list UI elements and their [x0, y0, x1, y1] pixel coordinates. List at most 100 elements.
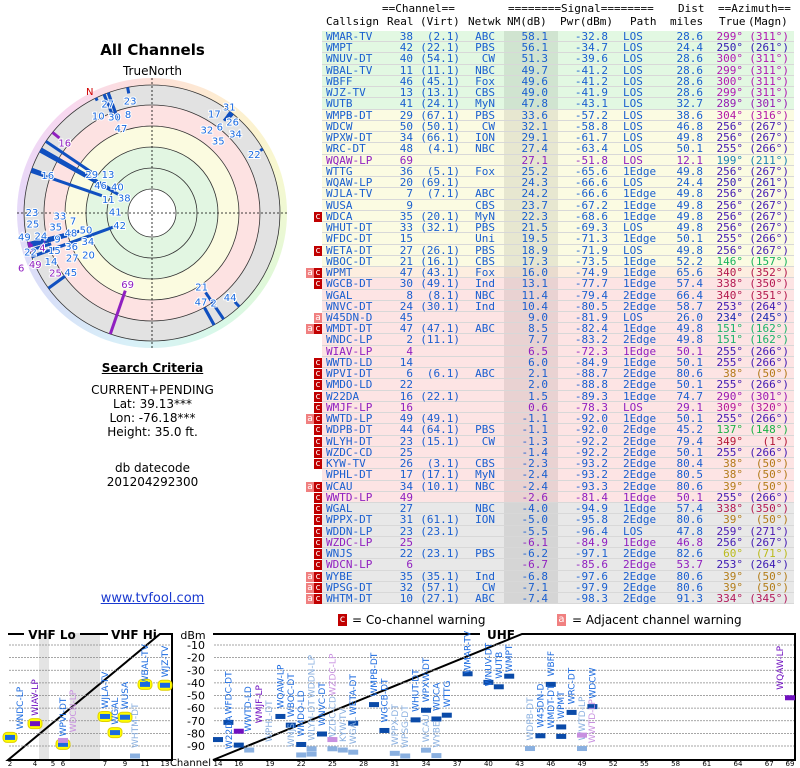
- table-row[interactable]: WQAW-LP 20 (69.1) 24.3 -66.6 LOS 24.4 250° (261°…: [322, 176, 794, 190]
- table-row[interactable]: c WGCB-DT 30 (49.1) Ind 13.1 -77.7 1Edge 57.4 338…: [314, 278, 794, 290]
- table-row[interactable]: a c WYBE 35 (35.1) Ind -6.8 -97.6 2Edge 80.6 39° (5…: [306, 569, 794, 583]
- table-row[interactable]: c W22DA 16 (22.1) 1.5 -89.3 1Edge 74.7 290° (301°…: [314, 389, 794, 403]
- cell-nm: 19.5: [521, 232, 549, 246]
- cell-nm: 27.4: [521, 142, 549, 156]
- station-spoke: [27, 234, 62, 246]
- cell-real: 23: [399, 434, 413, 448]
- adjacent-channel-warning-badge: a: [314, 313, 322, 323]
- table-row[interactable]: WIAV-LP 4 6.5 -72.3 1Edge 50.1 255° (266°): [322, 346, 794, 357]
- table-row[interactable]: WJLA-TV 7 (7.1) ABC 24.2 -66.6 1Edge 49.8 256° (2…: [322, 187, 794, 201]
- cell-call: WWTD-LD: [326, 355, 373, 369]
- table-row[interactable]: WMAR-TV 38 (2.1) ABC 58.1 -32.8 LOS 28.6 299° (31…: [322, 31, 794, 43]
- table-row[interactable]: a c WPMT 47 (43.1) Fox 16.0 -74.9 1Edge 65.6 340° (…: [306, 266, 794, 280]
- table-row[interactable]: a W45DN-D 45 9.0 -81.9 LOS 26.0 234° (245°): [314, 312, 794, 324]
- co-channel-warning-badge: c: [314, 268, 322, 279]
- tvfool-link[interactable]: www.tvfool.com: [100, 591, 205, 606]
- cell-nm: 10.4: [521, 299, 549, 313]
- cell-virt: (23.1): [420, 524, 460, 538]
- table-row[interactable]: c WZDC-CD 25 -1.4 -92.2 2Edge 50.1 255° (266°): [314, 447, 794, 459]
- table-row[interactable]: c KYW-TV 26 (3.1) CBS -2.3 -93.2 2Edge 80.4 38° (5…: [314, 458, 794, 470]
- table-row[interactable]: c WPVI-DT 6 (6.1) ABC 2.1 -88.7 2Edge 80.6 38° (50…: [314, 367, 794, 381]
- spoke-channel-label: 46: [94, 181, 107, 192]
- cell-virt: (11.1): [420, 63, 460, 77]
- table-row[interactable]: c WNJS 22 (23.1) PBS -6.2 -97.1 2Edge 82.6 60° (71…: [314, 548, 794, 560]
- table-row[interactable]: WUTB 41 (24.1) MyN 47.8 -43.1 LOS 32.7 289° (301°…: [322, 98, 794, 110]
- table-row[interactable]: c WMJF-LP 16 0.6 -78.3 LOS 29.1 309° (320°): [314, 400, 794, 414]
- table-row[interactable]: WBFF 46 (45.1) Fox 49.6 -41.2 LOS 28.6 300° (311°…: [322, 75, 794, 88]
- table-row[interactable]: c WWTD-LD 14 6.0 -84.9 1Edge 50.1 255° (266°): [314, 355, 794, 369]
- table-row[interactable]: WUSA 9 CBS 23.7 -67.2 1Edge 49.8 256° (267°): [322, 198, 794, 212]
- cell-mag: (266°): [749, 344, 789, 358]
- table-row[interactable]: a c WPSG-DT 32 (57.1) CW -7.1 -97.9 2Edge 80.6 39°…: [306, 582, 794, 593]
- cell-dist: 29.1: [676, 400, 704, 414]
- table-row[interactable]: a c WWTD-LP 49 (49.1) -1.1 -92.0 1Edge 50.1 255° (…: [306, 413, 794, 425]
- cell-real: 25: [399, 535, 413, 549]
- cell-call: WTTG: [326, 164, 353, 178]
- station-marker-label: WJLA-TV: [101, 671, 111, 709]
- table-row[interactable]: WNUV-DT 40 (54.1) CW 51.3 -39.6 LOS 28.6 300° (31…: [322, 52, 794, 66]
- table-row[interactable]: WFDC-DT 15 Uni 19.5 -71.3 1Edge 50.1 255° (266°): [322, 232, 794, 246]
- cell-real: 23: [399, 524, 413, 538]
- table-row[interactable]: WPXW-DT 34 (66.1) ION 29.1 -61.7 LOS 49.8 256° (2…: [322, 132, 794, 144]
- cell-mag: (266°): [749, 355, 789, 369]
- channel-tick-label: 40: [484, 760, 493, 768]
- cell-net: ABC: [475, 592, 495, 605]
- table-row[interactable]: c WGAL 27 NBC -4.0 -94.9 1Edge 57.4 338° (350°): [314, 503, 794, 515]
- cell-dist: 24.4: [676, 176, 704, 190]
- table-row[interactable]: c WETA-DT 27 (26.1) PBS 18.9 -71.9 LOS 49.8 256° (…: [314, 244, 794, 256]
- table-row[interactable]: WNVC-DT 24 (30.1) Ind 10.4 -80.5 2Edge 58.7 253°…: [322, 301, 794, 312]
- table-row[interactable]: c WZDC-LP 25 -6.1 -84.9 1Edge 46.8 256° (267°): [314, 535, 794, 549]
- table-row[interactable]: a c WCAU 34 (10.1) NBC -2.4 -93.3 2Edge 80.6 39° (5…: [306, 480, 794, 492]
- spoke-channel-label: 15: [48, 246, 61, 257]
- nm-column-shade: [504, 75, 558, 87]
- table-row[interactable]: WBOC-DT 21 (16.1) CBS 17.3 -73.5 1Edge 52.2 146°…: [322, 256, 794, 268]
- co-channel-warning-badge: c: [314, 537, 322, 548]
- cell-nm: 51.3: [521, 52, 549, 66]
- station-marker-label: WUTB: [495, 652, 505, 679]
- cell-nm: 1.5: [528, 389, 548, 403]
- table-row[interactable]: c WDCA 35 (20.1) MyN 22.3 -68.6 1Edge 49.8 256° (2…: [314, 211, 794, 223]
- table-row[interactable]: a c WHTM-DT 10 (27.1) ABC -7.4 -98.3 2Edge 91.3 33…: [306, 592, 794, 605]
- cell-virt: (43.1): [420, 266, 460, 280]
- table-row[interactable]: WQAW-LP 69 27.1 -51.8 LOS 12.1 199° (211°): [322, 154, 794, 166]
- cell-pwr: -66.6: [574, 187, 608, 201]
- cell-path: 1Edge: [623, 198, 657, 212]
- table-row[interactable]: WMPT 42 (22.1) PBS 56.1 -34.7 LOS 24.4 250° (261°…: [322, 41, 794, 55]
- table-row[interactable]: c WDDN-LP 23 (23.1) -5.5 -96.4 LOS 47.8 259° (271…: [314, 524, 794, 538]
- cell-path: 2Edge: [623, 513, 657, 527]
- co-channel-warning-badge: c: [314, 504, 322, 515]
- cell-net: ABC: [475, 367, 495, 381]
- table-row[interactable]: WGAL 8 (8.1) NBC 11.4 -79.4 2Edge 66.4 340° (351°…: [322, 289, 794, 301]
- table-row[interactable]: WMPB-DT 29 (67.1) PBS 33.6 -57.2 LOS 38.6 304° (3…: [322, 108, 794, 122]
- table-row[interactable]: c WDCN-LP 6 -6.7 -85.6 2Edge 53.7 253° (264°): [314, 559, 794, 571]
- table-row[interactable]: WDCW 50 (50.1) CW 32.1 -58.8 LOS 46.8 256° (267°): [322, 121, 794, 133]
- table-row[interactable]: c WPPX-DT 31 (61.1) ION -5.0 -95.8 2Edge 80.6 39°…: [314, 513, 794, 527]
- table-row[interactable]: c WDPB-DT 44 (64.1) PBS -1.1 -92.0 2Edge 45.2 137…: [314, 424, 794, 436]
- cell-real: 29: [399, 108, 413, 122]
- table-row[interactable]: c WWTD-LP 49 -2.6 -81.4 1Edge 50.1 255° (266°): [314, 492, 794, 504]
- cell-az: 299°: [716, 63, 744, 77]
- cell-pwr: -97.6: [574, 569, 608, 583]
- nm-column-shade: [504, 536, 558, 548]
- nm-column-shade: [504, 188, 558, 199]
- table-row[interactable]: WBAL-TV 11 (11.1) NBC 49.7 -41.2 LOS 28.6 299° (3…: [322, 65, 794, 76]
- cell-call: WQAW-LP: [326, 176, 373, 190]
- station-marker: [306, 751, 317, 757]
- table-row[interactable]: a c WMDT-DT 47 (47.1) ABC 8.5 -82.4 1Edge 49.8 151…: [306, 323, 794, 335]
- cell-dist: 58.7: [676, 299, 704, 313]
- table-row[interactable]: WJZ-TV 13 (13.1) CBS 49.0 -41.9 LOS 28.6 299° (31…: [322, 87, 794, 99]
- table-row[interactable]: WHUT-DT 33 (32.1) PBS 21.5 -69.3 LOS 49.8 256° (2…: [322, 222, 794, 234]
- cell-mag: (261°): [749, 41, 789, 55]
- cell-nm: 25.2: [521, 164, 549, 178]
- station-marker-label: WPMT: [557, 691, 567, 719]
- table-row[interactable]: c WMDO-LD 22 2.0 -88.8 2Edge 50.1 255° (266°): [314, 378, 794, 392]
- uhf-box: [212, 633, 796, 761]
- table-row[interactable]: WPHL-DT 17 (17.1) MyN -2.4 -93.2 2Edge 80.5 38° (…: [322, 469, 794, 481]
- spoke-channel-label: 45: [64, 268, 77, 279]
- table-row[interactable]: c WLYH-DT 23 (15.1) CW -1.3 -92.2 2Edge 79.4 349°…: [314, 434, 794, 448]
- table-row[interactable]: WRC-DT 48 (4.1) NBC 27.4 -63.4 LOS 50.1 255° (266…: [322, 142, 794, 156]
- table-row[interactable]: WNDC-LP 2 (11.1) 7.7 -83.2 2Edge 49.8 151° (162°…: [322, 334, 794, 346]
- cell-virt: (30.1): [420, 299, 460, 313]
- table-row[interactable]: WTTG 36 (5.1) Fox 25.2 -65.6 1Edge 49.8 256° (267…: [322, 164, 794, 178]
- cell-dist: 50.1: [676, 378, 704, 392]
